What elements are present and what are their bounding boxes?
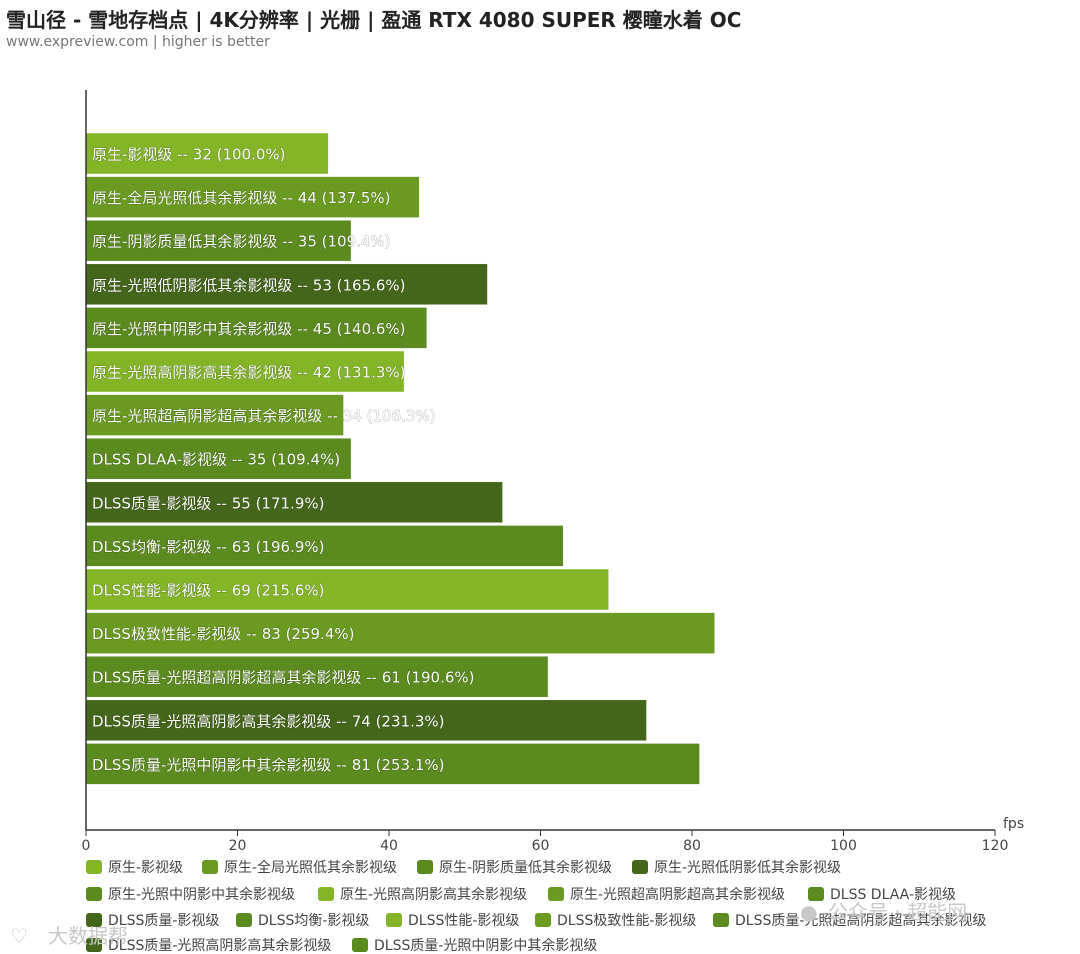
x-ticks-group: 0 20 40 60 80 100 120	[82, 830, 1009, 854]
legend-swatch[interactable]	[713, 913, 729, 927]
legend-label[interactable]: DLSS质量-光照超高阴影超高其余影视级	[735, 912, 986, 929]
legend-swatch[interactable]	[318, 887, 334, 901]
bar	[85, 568, 609, 611]
legend-label[interactable]: DLSS质量-影视级	[108, 913, 219, 929]
legend-label[interactable]: 原生-光照超高阴影超高其余影视级	[570, 886, 785, 903]
x-tick-label: 60	[532, 838, 550, 854]
legend-swatch[interactable]	[808, 887, 824, 901]
bar	[85, 612, 715, 654]
watermark-group: ♡ 大数据帮 ● 公众号 · 超能网	[10, 900, 967, 948]
bar-label: 原生-影视级 -- 32 (100.0%)	[92, 146, 286, 164]
bar-label: DLSS均衡-影视级 -- 63 (196.9%)	[92, 538, 324, 556]
legend-label[interactable]: DLSS质量-光照高阴影高其余影视级	[108, 937, 331, 954]
bar	[85, 481, 503, 524]
legend-label[interactable]: DLSS均衡-影视级	[258, 913, 369, 929]
bar	[85, 350, 405, 393]
x-tick-label: 40	[380, 838, 398, 854]
legend-label[interactable]: 原生-阴影质量低其余影视级	[439, 859, 612, 876]
x-tick-label: 100	[830, 838, 857, 854]
bar-label: 原生-光照高阴影高其余影视级 -- 42 (131.3%)	[92, 364, 406, 382]
legend-swatch[interactable]	[86, 887, 102, 901]
bar	[85, 743, 700, 785]
bar-label: 原生-光照中阴影中其余影视级 -- 45 (140.6%)	[92, 320, 406, 338]
legend-swatch[interactable]	[202, 860, 218, 874]
legend-group: 原生-影视级 原生-全局光照低其余影视级 原生-阴影质量低其余影视级 原生-光照低阴影…	[86, 859, 986, 954]
legend-label[interactable]: DLSS极致性能-影视级	[557, 913, 696, 929]
legend-label[interactable]: DLSS质量-光照中阴影中其余影视级	[374, 937, 597, 954]
legend-swatch[interactable]	[548, 887, 564, 901]
bars-group: 原生-影视级 -- 32 (100.0%) 原生-全局光照低其余影视级 -- 44…	[85, 132, 715, 785]
bar	[85, 307, 428, 349]
bar-label: DLSS极致性能-影视级 -- 83 (259.4%)	[92, 625, 354, 643]
bar	[85, 219, 352, 262]
bar	[85, 132, 329, 175]
legend-label[interactable]: 原生-影视级	[108, 860, 183, 876]
legend-label[interactable]: DLSS DLAA-影视级	[830, 887, 956, 903]
bar-label: DLSS质量-光照超高阴影超高其余影视级 -- 61 (190.6%)	[92, 669, 474, 687]
chart-title: 雪山径 - 雪地存档点 | 4K分辨率 | 光栅 | 盈通 RTX 4080 S…	[6, 8, 742, 32]
bar	[85, 263, 488, 306]
legend-swatch[interactable]	[86, 913, 102, 927]
bar	[85, 394, 344, 436]
bar-label: 原生-光照超高阴影超高其余影视级 -- 34 (106.3%)	[92, 407, 436, 425]
bar-label: DLSS质量-影视级 -- 55 (171.9%)	[92, 494, 324, 512]
bar-label: 原生-阴影质量低其余影视级 -- 35 (109.4%)	[92, 233, 391, 251]
bar	[85, 699, 647, 742]
legend-swatch[interactable]	[352, 938, 368, 952]
x-tick-label: 0	[82, 838, 91, 854]
bar-label: DLSS DLAA-影视级 -- 35 (109.4%)	[92, 451, 340, 469]
x-tick-label: 80	[683, 838, 701, 854]
watermark-left: 大数据帮	[48, 924, 128, 948]
legend-swatch[interactable]	[632, 860, 648, 874]
bar-label: 原生-光照低阴影低其余影视级 -- 53 (165.6%)	[92, 276, 406, 294]
bar-label: DLSS性能-影视级 -- 69 (215.6%)	[92, 582, 324, 600]
watermark-right-icon: ●	[800, 900, 817, 924]
watermark-left-icon: ♡	[10, 924, 28, 948]
bar	[85, 176, 420, 218]
watermark-right: 公众号 · 超能网	[828, 900, 967, 924]
chart-subtitle: www.expreview.com | higher is better	[6, 34, 270, 50]
legend-swatch[interactable]	[86, 938, 102, 952]
legend-swatch[interactable]	[86, 860, 102, 874]
legend-label[interactable]: 原生-光照高阴影高其余影视级	[340, 886, 527, 903]
legend-swatch[interactable]	[535, 913, 551, 927]
x-tick-label: 120	[982, 838, 1009, 854]
bar-label: DLSS质量-光照中阴影中其余影视级 -- 81 (253.1%)	[92, 756, 444, 774]
bar-label: 原生-全局光照低其余影视级 -- 44 (137.5%)	[92, 189, 391, 207]
bar	[85, 437, 352, 480]
legend-label[interactable]: 原生-全局光照低其余影视级	[224, 859, 397, 876]
bar	[85, 655, 549, 698]
legend-swatch[interactable]	[417, 860, 433, 874]
legend-label[interactable]: 原生-光照低阴影低其余影视级	[654, 859, 841, 876]
legend-label[interactable]: 原生-光照中阴影中其余影视级	[108, 886, 295, 903]
bar-label: DLSS质量-光照高阴影高其余影视级 -- 74 (231.3%)	[92, 712, 444, 730]
legend-swatch[interactable]	[386, 913, 402, 927]
legend-swatch[interactable]	[236, 913, 252, 927]
x-tick-label: 20	[229, 838, 247, 854]
legend-label[interactable]: DLSS性能-影视级	[408, 913, 519, 929]
x-axis-unit-label: fps	[1003, 816, 1024, 832]
